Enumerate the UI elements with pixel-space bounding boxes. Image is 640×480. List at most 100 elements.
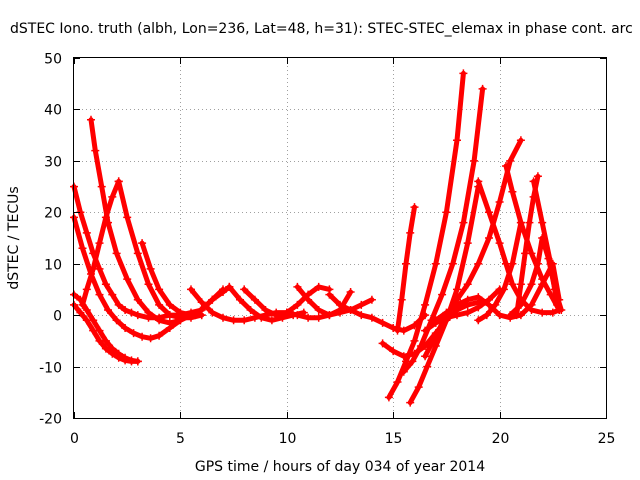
data-point [482, 311, 491, 320]
data-point [289, 311, 298, 320]
data-point [499, 285, 508, 294]
series-16 [384, 69, 468, 402]
data-point [421, 300, 430, 309]
data-point [282, 308, 291, 317]
data-point [165, 318, 174, 327]
data-point [538, 218, 547, 227]
data-point [431, 331, 440, 340]
data-point [408, 357, 417, 366]
data-point [393, 378, 402, 386]
y-tick-label: -10 [39, 361, 62, 377]
data-point [384, 393, 393, 402]
data-point [89, 264, 98, 273]
data-point [187, 285, 195, 294]
series-17 [399, 84, 487, 376]
y-tick-label: 20 [44, 206, 62, 222]
data-point [397, 295, 406, 304]
data-point [474, 303, 483, 312]
data-point [78, 244, 87, 253]
data-point [78, 300, 87, 309]
data-point [91, 146, 100, 155]
data-point [155, 331, 164, 340]
series-6 [114, 177, 206, 322]
data-point [485, 234, 493, 242]
data-point [442, 308, 451, 317]
data-point [138, 239, 147, 248]
data-point [257, 313, 266, 322]
data-point [521, 249, 530, 258]
data-point [293, 300, 302, 309]
data-point [495, 239, 504, 248]
series-line [380, 299, 481, 359]
data-point [199, 303, 208, 312]
data-point [250, 295, 259, 304]
data-point [529, 177, 538, 186]
data-point [95, 239, 104, 248]
data-point [508, 187, 517, 196]
data-point [431, 316, 440, 325]
data-point [108, 192, 117, 201]
data-point [101, 344, 110, 353]
series-15 [393, 203, 419, 335]
series-line [475, 220, 524, 323]
data-point [367, 295, 376, 304]
data-point [516, 136, 525, 145]
data-point [240, 316, 249, 325]
data-point [508, 280, 517, 289]
data-point [219, 313, 227, 322]
y-axis-label: dSTEC / TECUs [6, 186, 22, 289]
plot-frame [73, 57, 607, 419]
data-point [299, 308, 308, 317]
data-point [104, 306, 112, 314]
x-tick-label: 25 [598, 431, 616, 447]
series-line [395, 204, 417, 334]
data-point [448, 259, 457, 268]
data-point [402, 259, 410, 268]
data-point [114, 177, 123, 186]
data-point [314, 306, 323, 314]
data-point [459, 218, 468, 227]
series-13 [325, 290, 430, 335]
data-point [463, 295, 472, 304]
data-point [453, 300, 461, 309]
data-point [82, 306, 91, 314]
data-point [410, 203, 419, 212]
data-point [453, 285, 461, 294]
data-point [82, 228, 91, 237]
data-point [325, 311, 334, 320]
data-point [314, 313, 323, 322]
series-5 [78, 177, 123, 309]
data-point [121, 324, 130, 332]
series-18 [406, 182, 483, 407]
data-point [442, 208, 451, 217]
data-point [87, 115, 95, 124]
data-point [346, 306, 355, 314]
data-point [133, 357, 142, 366]
data-point [293, 282, 302, 291]
data-point [219, 288, 227, 296]
data-point [229, 316, 238, 325]
data-point [165, 300, 174, 309]
data-point [438, 290, 447, 299]
y-tick-label: 50 [44, 52, 62, 68]
data-point [127, 308, 136, 317]
data-point [495, 198, 504, 206]
data-point [453, 136, 461, 145]
data-point [144, 280, 153, 289]
data-point [431, 259, 440, 268]
data-point [144, 308, 153, 317]
data-point [527, 280, 536, 289]
data-point [112, 249, 121, 258]
data-point [114, 300, 123, 309]
data-point [197, 298, 206, 307]
data-point [114, 353, 123, 362]
data-point [357, 300, 366, 309]
data-point [82, 285, 91, 294]
data-point [538, 275, 547, 284]
data-point [406, 398, 415, 407]
data-point [272, 311, 281, 320]
data-point [478, 84, 487, 93]
y-tick-label: 30 [44, 155, 62, 171]
data-point [485, 208, 493, 217]
